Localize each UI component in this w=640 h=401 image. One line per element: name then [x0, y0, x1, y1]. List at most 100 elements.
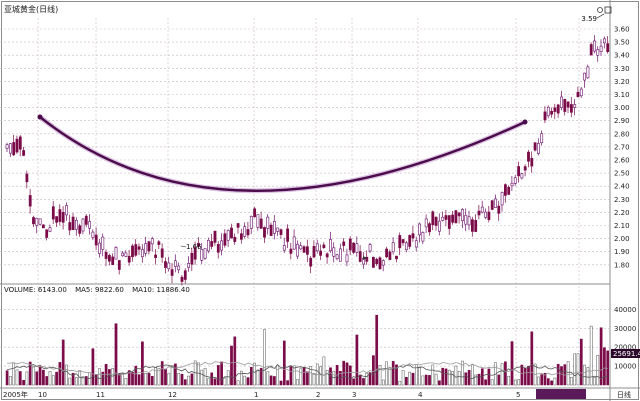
- candle-body: [424, 218, 428, 228]
- candle-body: [467, 216, 471, 226]
- low-pointer: [180, 245, 187, 248]
- volume-tick-label: 20000: [614, 344, 636, 352]
- volume-bar: [296, 379, 299, 386]
- candle-body: [553, 107, 557, 112]
- candle-body: [371, 256, 375, 268]
- volume-bar: [474, 374, 478, 386]
- circle-icon[interactable]: [597, 7, 603, 13]
- price-tick-label: 2.20: [614, 209, 630, 217]
- candle-body: [345, 254, 349, 263]
- candle-body: [147, 241, 151, 252]
- candle-body: [249, 216, 253, 229]
- x-axis-label: 2005年: [3, 390, 28, 399]
- volume-bar: [28, 361, 32, 386]
- candle-body: [216, 244, 220, 253]
- price-tick-label: 2.80: [614, 130, 630, 138]
- candle-body: [177, 265, 181, 271]
- volume-bar: [381, 379, 385, 386]
- volume-legend: VOLUME: 6143.00 MA5: 9822.60 MA10: 11886…: [4, 286, 196, 294]
- volume-bar: [322, 356, 326, 386]
- volume-bar: [302, 366, 306, 386]
- candle-body: [98, 242, 101, 254]
- date-highlight-box: [536, 389, 586, 399]
- candle-body: [276, 227, 280, 232]
- candle-body: [447, 215, 451, 229]
- volume-bar: [309, 366, 313, 386]
- candle-body: [174, 260, 177, 267]
- volume-bar: [263, 329, 266, 386]
- candle-body: [444, 215, 448, 220]
- candle-body: [243, 226, 247, 237]
- volume-bar: [556, 363, 560, 386]
- volume-bar: [527, 365, 530, 386]
- candle-body: [464, 214, 468, 225]
- volume-bar: [454, 365, 458, 386]
- candle-body: [256, 214, 260, 228]
- candle-body: [434, 216, 438, 226]
- candle-body: [94, 234, 98, 246]
- volume-bar: [325, 370, 329, 386]
- candle-body: [487, 211, 491, 220]
- candle-body: [160, 248, 164, 258]
- price-tick-label: 3.20: [614, 78, 630, 86]
- candle-body: [22, 150, 26, 156]
- volume-bar: [543, 372, 547, 386]
- volume-bar: [111, 368, 115, 386]
- candle-body: [286, 228, 290, 242]
- candle-body: [563, 98, 567, 112]
- candle-body: [358, 251, 362, 262]
- volume-bar: [22, 379, 25, 386]
- volume-bar: [292, 365, 296, 386]
- volume-bar: [451, 371, 454, 386]
- candle-body: [352, 242, 356, 253]
- candle-body: [32, 217, 35, 225]
- cup-arc-glow: [38, 115, 527, 194]
- volume-bar: [15, 369, 19, 386]
- volume-bar: [45, 376, 49, 386]
- volume-bar: [385, 361, 388, 386]
- price-tick-label: 2.50: [614, 170, 630, 178]
- candle-body: [536, 143, 540, 154]
- volume-bar: [573, 353, 577, 386]
- volume-bar: [230, 345, 233, 386]
- volume-bar: [540, 374, 544, 386]
- volume-bar: [51, 375, 55, 386]
- price-tick-label: 2.90: [614, 117, 630, 125]
- candle-body: [28, 195, 32, 207]
- volume-bar: [507, 375, 511, 386]
- candle-body: [78, 225, 82, 234]
- box-icon[interactable]: [604, 6, 612, 14]
- candle-body: [566, 101, 570, 108]
- volume-ma5-line: [6, 363, 608, 380]
- volume-ma10-line: [6, 361, 608, 376]
- candle-body: [236, 223, 240, 228]
- volume-bar: [256, 369, 260, 386]
- volume-bar: [42, 369, 45, 386]
- volume-bar: [391, 361, 395, 386]
- candle-body: [530, 157, 534, 167]
- candle-body: [510, 182, 514, 187]
- price-tick-label: 3.60: [614, 26, 630, 34]
- volume-bar: [243, 375, 247, 386]
- volume-legend-ma5: MA5: 9822.60: [75, 286, 124, 294]
- candle-body: [200, 248, 204, 261]
- candle-body: [223, 233, 227, 246]
- volume-bar: [358, 374, 362, 386]
- candle-body: [480, 206, 484, 213]
- arc-end-dot: [522, 119, 528, 125]
- volume-bar: [405, 376, 408, 386]
- candle-body: [193, 247, 197, 260]
- candle-body: [606, 43, 610, 52]
- candle-body: [134, 244, 138, 256]
- candle-body: [226, 230, 230, 241]
- candle-body: [233, 236, 237, 242]
- candle-body: [583, 72, 587, 81]
- candle-body: [474, 220, 478, 232]
- volume-bar: [38, 366, 42, 386]
- volume-bar: [537, 376, 540, 386]
- volume-bar: [530, 331, 534, 386]
- candle-body: [569, 104, 573, 113]
- candle-body: [365, 256, 369, 262]
